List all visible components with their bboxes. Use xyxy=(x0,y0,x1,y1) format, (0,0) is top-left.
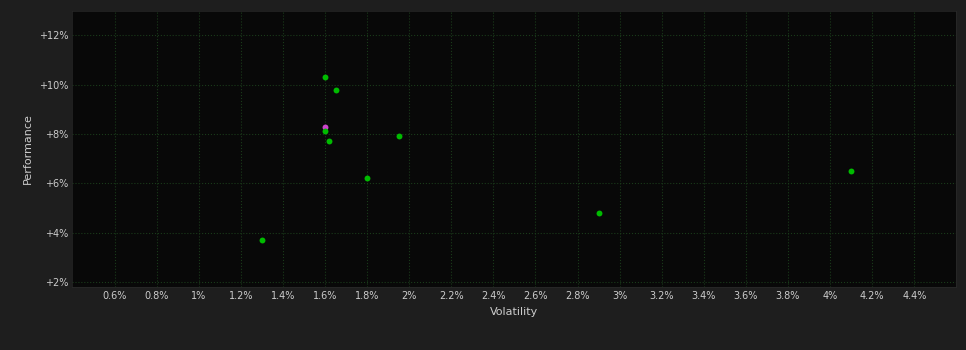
Point xyxy=(317,74,332,80)
Point xyxy=(327,87,343,92)
Point xyxy=(359,176,375,181)
Point xyxy=(317,124,332,130)
Point xyxy=(591,210,607,216)
Point xyxy=(391,134,407,139)
Point xyxy=(843,168,859,174)
Point xyxy=(254,237,270,243)
X-axis label: Volatility: Volatility xyxy=(491,307,538,317)
Point xyxy=(322,139,337,144)
Y-axis label: Performance: Performance xyxy=(23,113,33,184)
Point xyxy=(317,129,332,134)
